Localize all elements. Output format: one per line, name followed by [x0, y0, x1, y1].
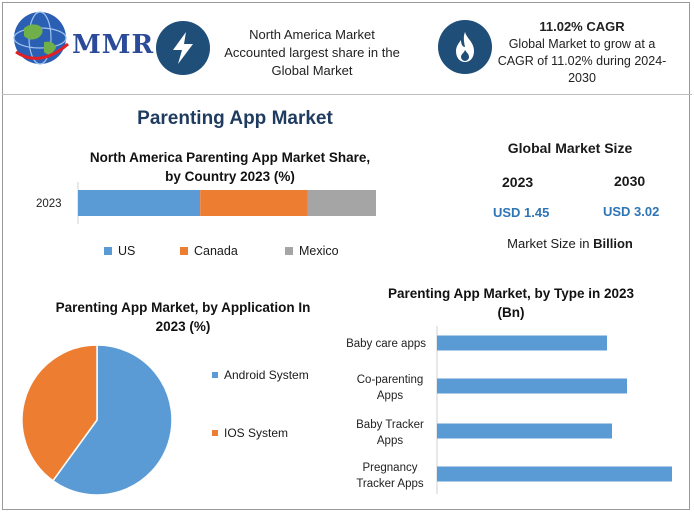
logo: MMR	[10, 8, 153, 70]
globe-icon	[13, 11, 69, 65]
region-line3: Global Market	[271, 63, 353, 78]
global-market-size-title: Global Market Size	[507, 140, 633, 156]
legend-us: US	[104, 244, 135, 258]
application-chart-title-line2: 2023 (%)	[155, 319, 211, 334]
gms-note-unit: Billion	[593, 236, 633, 251]
header-divider	[2, 94, 692, 95]
legend-us-label: US	[118, 244, 136, 258]
gms-year-2: 2030	[614, 173, 646, 189]
legend-us-swatch	[104, 247, 112, 255]
gms-note: Market Size in Billion	[470, 236, 670, 251]
gms-value-1: USD 1.45	[493, 205, 550, 220]
region-line1: North America Market	[249, 27, 375, 42]
application-chart-title: Parenting App Market, by Application In …	[28, 298, 338, 336]
gms-year-1: 2023	[502, 174, 534, 190]
flame-icon	[456, 32, 474, 62]
legend-android-swatch	[212, 372, 218, 378]
flame-badge	[438, 20, 492, 74]
gms-note-prefix: Market Size in	[507, 236, 594, 251]
legend-mexico-label: Mexico	[299, 244, 339, 258]
legend-mexico-swatch	[285, 247, 293, 255]
gms-value-2: USD 3.02	[603, 204, 660, 219]
type-chart-title-line2: (Bn)	[497, 305, 525, 320]
legend-ios-label: IOS System	[224, 426, 289, 440]
country-chart-title-line1: North America Parenting App Market Share…	[89, 150, 371, 165]
cagr-line1: Global Market to grow at a	[508, 37, 656, 51]
lightning-badge	[156, 21, 210, 75]
legend-canada: Canada	[180, 244, 238, 258]
region-text: North America Market Accounted largest s…	[214, 26, 410, 80]
legend-android: Android System	[212, 368, 309, 382]
region-line2: Accounted largest share in the	[224, 45, 400, 60]
country-chart-title-line2: by Country 2023 (%)	[165, 169, 295, 184]
legend-mexico: Mexico	[285, 244, 339, 258]
type-chart-title-line1: Parenting App Market, by Type in 2023	[387, 286, 635, 301]
legend-canada-swatch	[180, 247, 188, 255]
legend-android-label: Android System	[224, 368, 309, 382]
cagr-text: 11.02% CAGR Global Market to grow at a C…	[492, 18, 672, 87]
logo-text: MMR	[72, 30, 155, 60]
cagr-line3: 2030	[568, 71, 596, 85]
lightning-icon	[173, 32, 193, 64]
cagr-title: 11.02% CAGR	[539, 19, 625, 34]
main-title: Parenting App Market	[137, 108, 333, 129]
type-chart-title: Parenting App Market, by Type in 2023 (B…	[366, 284, 656, 322]
legend-ios-swatch	[212, 430, 218, 436]
application-chart-title-line1: Parenting App Market, by Application In	[55, 300, 311, 315]
country-chart-title: North America Parenting App Market Share…	[60, 148, 400, 186]
cagr-line2: CAGR of 11.02% during 2024-	[497, 54, 667, 68]
legend-ios: IOS System	[212, 426, 288, 440]
legend-canada-label: Canada	[194, 244, 238, 258]
